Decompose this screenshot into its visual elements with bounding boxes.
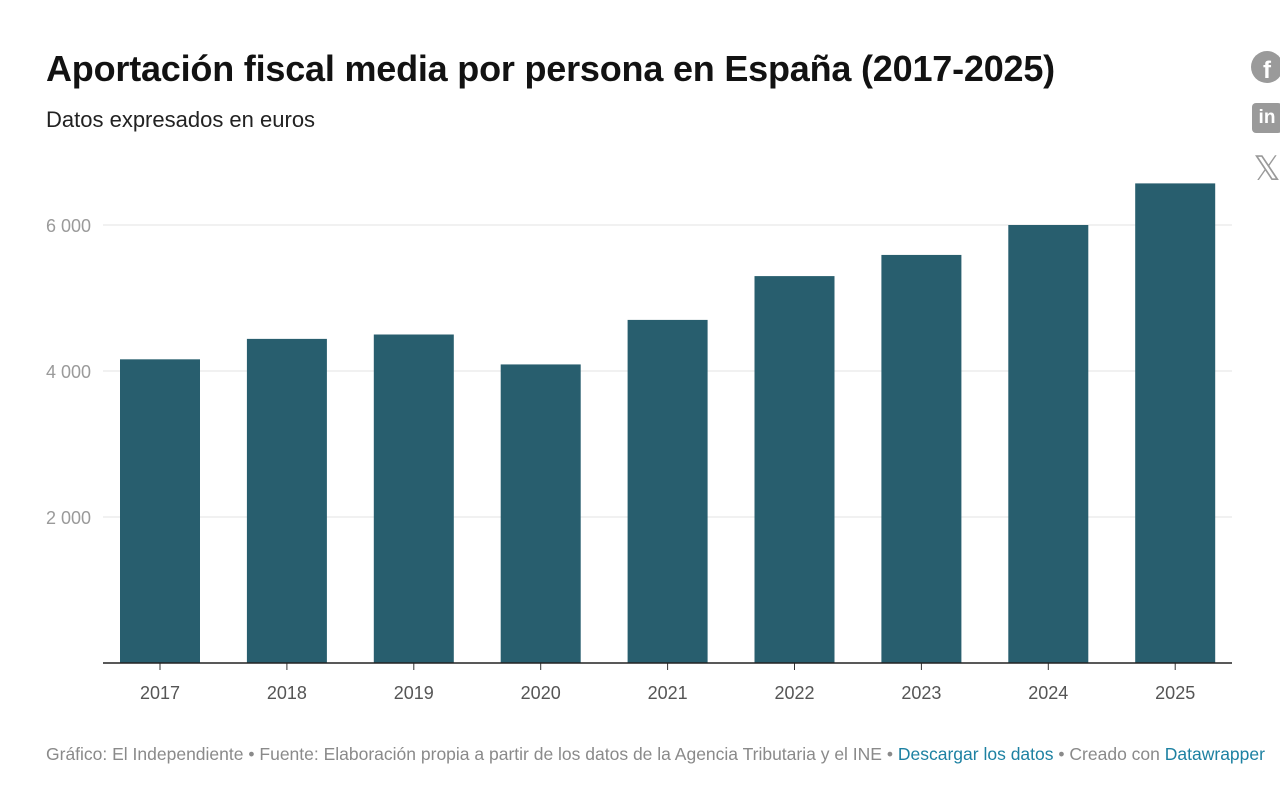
share-facebook-button[interactable]: f [1250,50,1280,84]
linkedin-icon: in [1252,103,1280,133]
x-tick-label: 2022 [774,683,814,703]
footer-credit: Gráfico: El Independiente [46,744,244,764]
y-tick-label: 4 000 [46,362,91,382]
footer-source: Fuente: Elaboración propia a partir de l… [259,744,882,764]
bar [881,254,962,663]
footer-separator: • [1058,744,1065,764]
footer-created-with: Creado con [1069,744,1160,764]
facebook-icon: f [1251,51,1280,83]
download-data-link[interactable]: Descargar los datos [897,744,1054,764]
y-tick-label: 2 000 [46,508,91,528]
x-tick-label: 2024 [1028,683,1068,703]
share-linkedin-button[interactable]: in [1250,101,1280,135]
bar [120,359,200,663]
x-tick-label: 2018 [267,683,307,703]
bar [627,319,708,663]
bar [1008,225,1089,663]
bar [373,334,454,663]
x-tick-label: 2019 [394,683,434,703]
chart-footer: Gráfico: El Independiente • Fuente: Elab… [46,744,1265,765]
chart-title: Aportación fiscal media por persona en E… [46,48,1055,89]
footer-separator: • [886,744,893,764]
x-tick-label: 2023 [901,683,941,703]
x-tick-label: 2025 [1155,683,1195,703]
share-x-button[interactable]: 𝕏 [1250,152,1280,186]
bar [246,338,327,663]
x-tick-label: 2017 [140,683,180,703]
bar [500,364,581,663]
y-tick-label: 6 000 [46,216,91,236]
x-icon: 𝕏 [1253,150,1280,188]
bar [1135,183,1216,663]
footer-separator: • [248,744,255,764]
bar [754,276,835,663]
chart-subtitle: Datos expresados en euros [46,107,316,132]
datawrapper-link[interactable]: Datawrapper [1164,744,1265,764]
x-tick-label: 2020 [521,683,561,703]
x-tick-label: 2021 [648,683,688,703]
